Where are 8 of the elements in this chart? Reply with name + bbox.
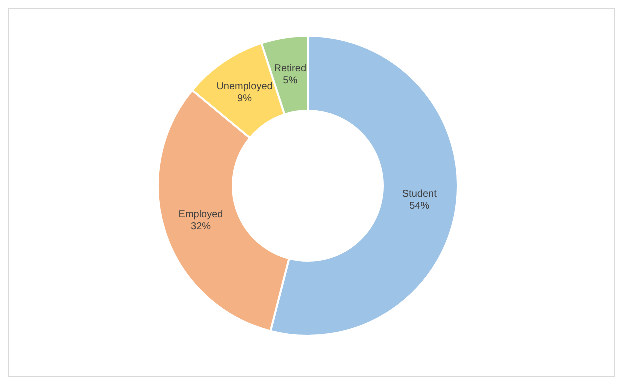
slice-label: Unemployed: [216, 82, 273, 93]
data-label: 54%: [410, 200, 430, 212]
slice-label: Student: [402, 188, 438, 200]
slice-label: Employed: [178, 210, 224, 221]
data-label: 32%: [191, 222, 212, 233]
data-label: 5%: [283, 76, 298, 87]
slice-label: Retired: [274, 64, 307, 75]
data-label: 9%: [238, 94, 252, 105]
